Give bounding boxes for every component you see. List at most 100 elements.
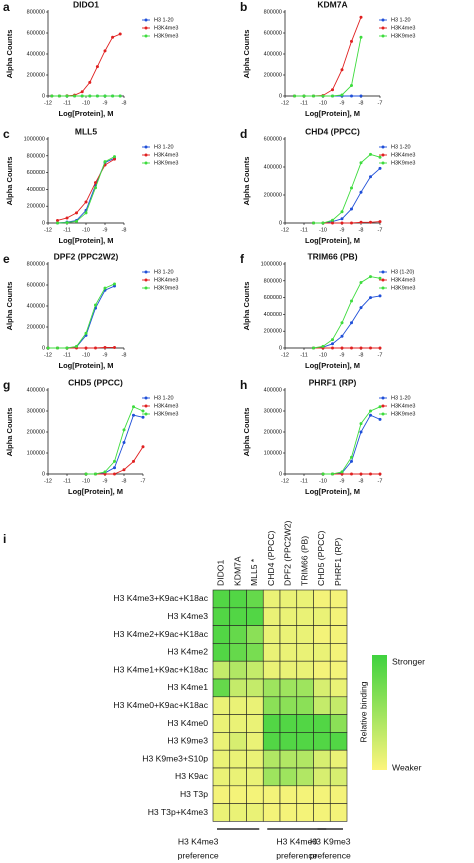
heatmap-cell xyxy=(279,803,298,822)
heatmap-cell xyxy=(246,625,264,644)
x-tick-label: -9 xyxy=(103,227,108,233)
data-point xyxy=(331,218,334,222)
data-point xyxy=(94,472,97,476)
y-axis-label: Alpha Counts xyxy=(242,157,251,206)
x-tick-label: -7 xyxy=(378,478,383,484)
legend-label: H3K4me3 xyxy=(154,277,178,283)
column-label: MLL5 * xyxy=(249,558,259,586)
x-tick-label: -11 xyxy=(63,478,71,484)
y-tick-label: 800000 xyxy=(27,261,45,267)
legend-label: H3K4me3 xyxy=(391,152,415,158)
series-line xyxy=(48,285,115,349)
x-axis-label: Log[Protein], M xyxy=(68,487,123,496)
data-point xyxy=(350,84,353,87)
heatmap-cell xyxy=(313,678,331,698)
chart-title: DPF2 (PPC2W2) xyxy=(54,251,119,261)
chart-title: TRIM66 (PB) xyxy=(307,251,357,261)
y-axis-label: Alpha Counts xyxy=(242,282,251,331)
legend-marker xyxy=(144,145,148,149)
legend-marker xyxy=(144,18,148,22)
chart-title: KDM7A xyxy=(317,0,347,9)
heatmap-cell xyxy=(296,643,314,662)
heatmap-cell xyxy=(246,678,264,698)
data-point xyxy=(340,93,344,97)
series-line xyxy=(323,406,381,475)
legend-label: H3 1-20 xyxy=(391,144,411,150)
x-tick-label: -12 xyxy=(44,100,52,106)
heatmap-cell xyxy=(296,714,314,733)
y-tick-label: 400000 xyxy=(27,303,45,309)
data-point xyxy=(75,219,78,223)
data-point xyxy=(331,472,334,476)
data-point xyxy=(95,65,99,69)
y-tick-label: 0 xyxy=(279,471,282,477)
data-point xyxy=(359,280,363,284)
data-point xyxy=(331,346,334,350)
heatmap-cell xyxy=(329,660,348,680)
data-point xyxy=(312,221,315,225)
heatmap-cell xyxy=(279,660,298,680)
data-point xyxy=(122,468,126,472)
data-point xyxy=(369,472,372,476)
chart-title: CHD4 (PPCC) xyxy=(305,126,360,136)
data-point xyxy=(359,346,363,350)
y-tick-label: 100000 xyxy=(264,450,282,456)
y-tick-label: 200000 xyxy=(264,192,282,198)
data-point xyxy=(56,221,59,225)
heatmap-cell xyxy=(296,589,314,609)
x-tick-label: -10 xyxy=(319,227,327,233)
data-point xyxy=(84,211,88,215)
heatmap-cell xyxy=(329,767,348,787)
colorbar-low-label: Weaker xyxy=(392,762,422,772)
legend-marker xyxy=(381,278,385,282)
x-tick-label: -8 xyxy=(359,100,364,106)
chart-title: MLL5 xyxy=(75,126,97,136)
heatmap-cell xyxy=(279,714,298,733)
data-point xyxy=(369,413,372,417)
heatmap-cell xyxy=(262,660,281,680)
heatmap-cell xyxy=(229,607,247,626)
y-tick-label: 600000 xyxy=(27,170,45,176)
data-point xyxy=(113,282,116,286)
data-point xyxy=(94,186,97,190)
data-point xyxy=(103,160,107,164)
data-point xyxy=(350,321,353,325)
heatmap-cell xyxy=(229,732,247,751)
x-tick-label: -8 xyxy=(359,227,364,233)
data-point xyxy=(340,334,344,338)
data-point xyxy=(340,221,344,225)
heatmap-cell xyxy=(313,643,331,662)
data-point xyxy=(340,470,344,474)
data-point xyxy=(75,211,78,215)
data-point xyxy=(88,80,92,84)
y-tick-label: 100000 xyxy=(27,450,45,456)
heatmap-cell xyxy=(329,785,348,804)
data-point xyxy=(359,190,363,194)
column-label: KDM7A xyxy=(232,556,242,586)
heatmap-cell xyxy=(212,678,231,698)
y-tick-label: 800000 xyxy=(27,9,45,15)
data-point xyxy=(103,286,107,290)
legend-marker xyxy=(381,404,385,408)
heatmap-cell xyxy=(329,803,348,822)
data-point xyxy=(350,346,353,350)
legend-label: H3K9me3 xyxy=(154,33,178,39)
legend-marker xyxy=(144,161,148,165)
data-point xyxy=(340,346,344,350)
y-tick-label: 300000 xyxy=(27,408,45,414)
panel-label: c xyxy=(3,127,10,141)
y-tick-label: 800000 xyxy=(27,153,45,159)
legend-label: H3 1-20 xyxy=(154,144,174,150)
panel-label: b xyxy=(240,0,247,14)
x-axis-label: Log[Protein], M xyxy=(305,487,360,496)
data-point xyxy=(80,94,84,98)
heatmap-cell xyxy=(329,696,348,715)
data-point xyxy=(122,428,126,432)
data-point xyxy=(378,220,382,224)
heatmap-cell xyxy=(279,678,298,698)
legend-marker xyxy=(144,153,148,157)
colorbar-high-label: Stronger xyxy=(392,656,425,666)
data-point xyxy=(312,346,315,350)
heatmap-cell xyxy=(313,749,331,769)
heatmap-cell xyxy=(313,696,331,715)
